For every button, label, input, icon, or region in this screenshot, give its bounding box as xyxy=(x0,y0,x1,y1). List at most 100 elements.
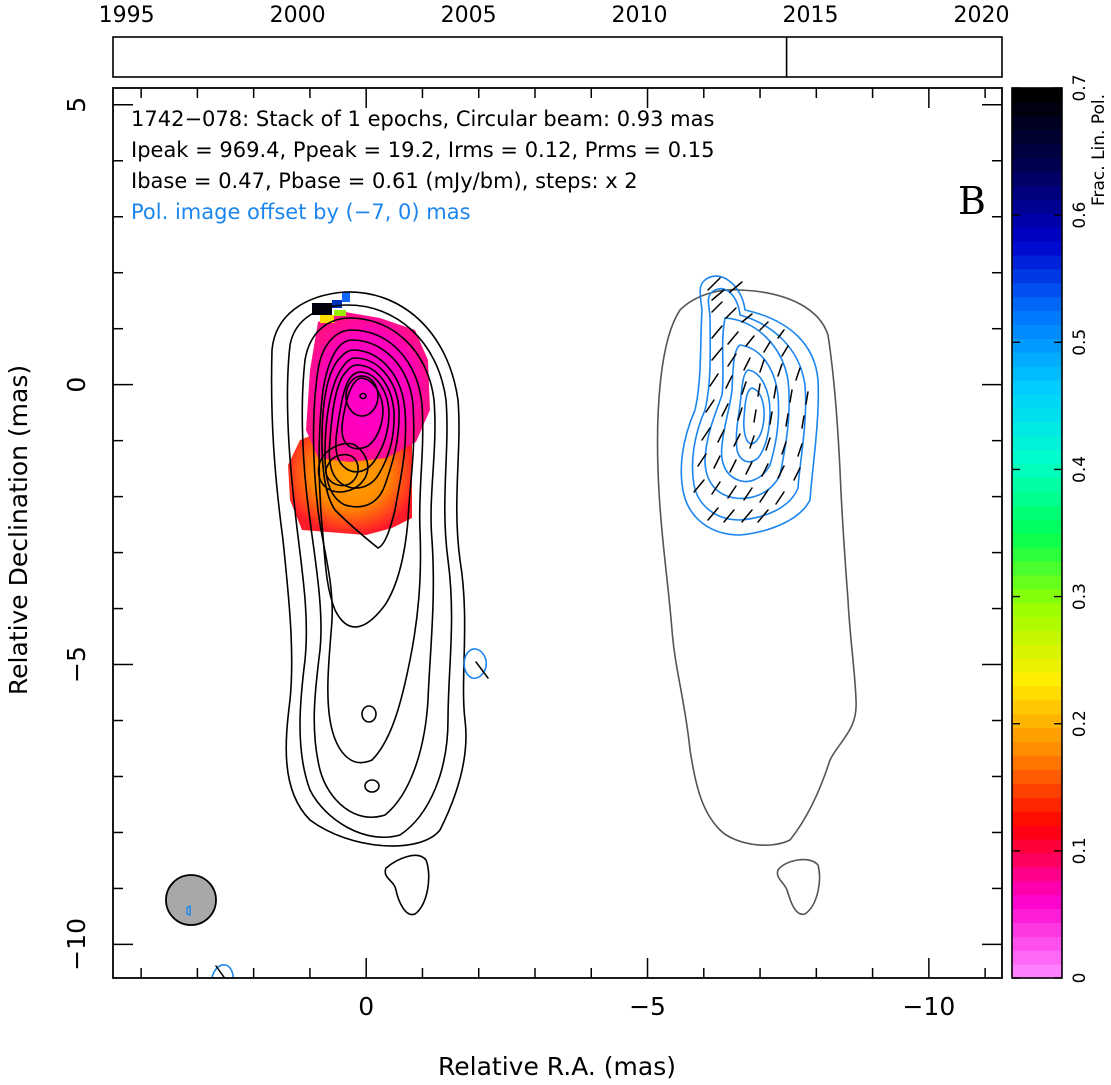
y-tick-label: 5 xyxy=(62,97,91,113)
colorbar-swatch xyxy=(1012,227,1062,242)
evpa-tick xyxy=(705,399,715,413)
axis-ticks xyxy=(113,88,1002,978)
evpa-tick xyxy=(707,277,721,291)
evpa-tick xyxy=(797,443,803,457)
y-tick-label: −5 xyxy=(62,646,91,683)
colorbar-swatch xyxy=(1012,338,1062,353)
colorbar-swatch xyxy=(1012,435,1062,451)
colorbar-swatch xyxy=(1012,491,1062,506)
evpa-tick xyxy=(743,357,751,371)
plot-frame xyxy=(112,87,1003,979)
info-line-2: Ipeak = 969.4, Ppeak = 19.2, Irms = 0.12… xyxy=(131,138,714,162)
evpa-tick xyxy=(729,281,743,293)
evpa-tick xyxy=(741,313,753,323)
evpa-tick xyxy=(717,429,725,443)
beam-circle xyxy=(165,874,217,926)
colorbar-swatch xyxy=(1012,936,1062,951)
total-intensity-contours xyxy=(270,291,467,916)
year-label: 2005 xyxy=(441,3,497,28)
colorbar-swatch xyxy=(1012,310,1062,326)
y-tick-label: −10 xyxy=(62,918,91,971)
evpa-tick xyxy=(805,391,809,405)
beam-indicator xyxy=(165,874,217,926)
evpa-tick xyxy=(777,329,785,339)
evpa-tick xyxy=(763,341,771,353)
evpa-tick xyxy=(727,485,737,499)
colorbar-swatch xyxy=(1012,380,1062,395)
evpa-tick xyxy=(741,381,747,395)
outline-contour xyxy=(656,288,857,846)
y-axis-label: Relative Declination (mas) xyxy=(4,365,33,695)
colorbar-swatch xyxy=(1012,908,1062,923)
colorbar-swatch xyxy=(1012,658,1062,673)
polarized-contour xyxy=(735,369,771,463)
colorbar-swatch xyxy=(1012,101,1062,117)
contour-line xyxy=(364,779,380,793)
colorbar-tick-label: 0 xyxy=(1070,973,1090,984)
evpa-tick xyxy=(759,489,769,503)
evpa-tick xyxy=(745,461,753,475)
colorbar-swatch xyxy=(1012,713,1062,729)
y-tick-labels: 5 0 −5 −10 xyxy=(62,97,91,971)
polarized-contour xyxy=(680,275,820,536)
evpa-tick xyxy=(729,459,737,473)
evpa-tick xyxy=(711,325,723,339)
colorbar-swatch xyxy=(1012,352,1062,367)
evpa-tick xyxy=(737,407,743,421)
polarization-image-edge-pixel xyxy=(334,310,346,316)
colorbar-swatch xyxy=(1012,393,1062,409)
colorbar-swatch xyxy=(1012,240,1062,256)
colorbar-swatch xyxy=(1012,185,1062,200)
evpa-tick xyxy=(709,373,719,387)
contour-line xyxy=(384,854,430,916)
colorbar-swatch xyxy=(1012,964,1062,979)
colorbar-swatch xyxy=(1012,866,1062,882)
colorbar-swatch xyxy=(1012,505,1062,520)
evpa-tick xyxy=(745,335,755,347)
colorbar-swatch xyxy=(1012,254,1062,270)
evpa-tick xyxy=(711,347,723,361)
evpa-tick xyxy=(475,661,489,679)
colorbar-tick-label: 0.2 xyxy=(1070,710,1090,737)
colorbar-swatch xyxy=(1012,950,1062,965)
evpa-tick xyxy=(801,415,805,429)
colorbar-swatch xyxy=(1012,574,1062,590)
colorbar-swatch xyxy=(1012,157,1062,173)
evpa-tick xyxy=(789,389,793,403)
colorbar-swatch xyxy=(1012,602,1062,618)
evpa-tick xyxy=(697,453,707,467)
contour-line xyxy=(312,329,424,764)
colorbar-swatch xyxy=(1012,560,1062,576)
colorbar-swatch xyxy=(1012,463,1062,478)
colorbar-swatch xyxy=(1012,407,1062,423)
evpa-tick xyxy=(759,359,765,373)
evpa-tick xyxy=(753,409,757,423)
colorbar-frame xyxy=(1011,87,1063,979)
colorbar-swatch xyxy=(1012,699,1062,715)
year-label: 2015 xyxy=(783,3,839,28)
info-line-3: Ibase = 0.47, Pbase = 0.61 (mJy/bm), ste… xyxy=(131,169,638,193)
evpa-tick xyxy=(711,301,723,313)
colorbar-swatch xyxy=(1012,672,1062,687)
colorbar-swatch xyxy=(1012,769,1062,784)
year-label: 1995 xyxy=(99,3,155,28)
colorbar-swatch xyxy=(1012,880,1062,896)
colorbar-swatch xyxy=(1012,825,1062,840)
colorbar-swatch xyxy=(1012,324,1062,339)
contour-line xyxy=(345,375,379,417)
evpa-tick xyxy=(741,509,753,523)
evpa-tick xyxy=(759,321,769,331)
evpa-tick xyxy=(793,467,801,481)
evpa-tick xyxy=(721,403,729,417)
contour-line xyxy=(359,392,367,400)
colorbar-swatch xyxy=(1012,171,1062,186)
beam-polarized-contour xyxy=(186,904,191,916)
colorbar-swatch xyxy=(1012,741,1062,757)
contour-line xyxy=(361,705,377,723)
colorbar-swatch xyxy=(1012,115,1062,131)
x-tick-label: −5 xyxy=(629,992,666,1021)
colorbar-tick-label: 0.3 xyxy=(1070,583,1090,610)
evpa-tick xyxy=(795,367,801,381)
colorbar-swatch xyxy=(1012,755,1062,771)
